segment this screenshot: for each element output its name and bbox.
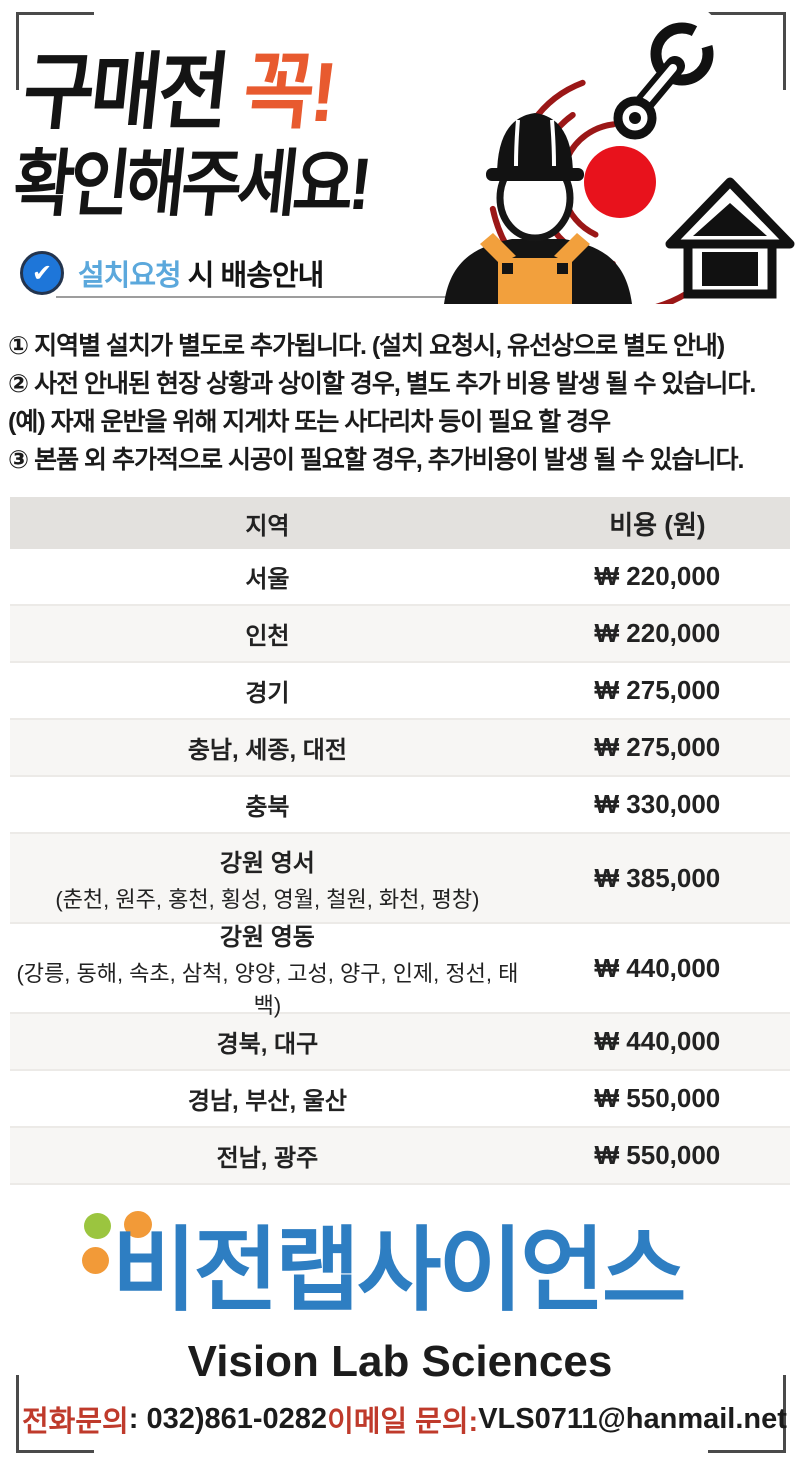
column-header-cost: 비용 (원) (609, 509, 706, 540)
note-2-example: (예) 자재 운반을 위해 지게차 또는 사다리차 등이 필요 할 경우 (8, 408, 611, 436)
region-cell: 강원 영동 (강릉, 동해, 속초, 삼척, 양양, 고성, 양구, 인제, 정… (10, 917, 525, 1020)
wrench-icon (613, 10, 736, 140)
table-row: 충북 ₩ 330,000 (10, 777, 790, 834)
title-line-1: 구매전 꼭! (19, 45, 389, 139)
cost-cell: ₩ 385,000 (594, 862, 721, 893)
worker-icon (444, 113, 632, 304)
title-line-2: 확인해주세요! (9, 144, 372, 225)
region-cell: 강원 영서 (춘천, 원주, 홍천, 횡성, 영월, 철원, 화천, 평창) (10, 843, 525, 914)
region-cell: 경기 (245, 680, 290, 707)
table-row: 충남, 세종, 대전 ₩ 275,000 (10, 720, 790, 777)
column-header-region: 지역 (245, 512, 290, 540)
region-cell: 전남, 광주 (216, 1145, 319, 1172)
email-address: VLS0711@hanmail.net (478, 1402, 787, 1435)
table-row: 경기 ₩ 275,000 (10, 663, 790, 720)
corner-bracket-top-left (16, 12, 94, 90)
region-sublist: (강릉, 동해, 속초, 삼척, 양양, 고성, 양구, 인제, 정선, 태백) (16, 960, 519, 1018)
cost-cell: ₩ 275,000 (594, 732, 721, 762)
cost-cell: ₩ 440,000 (594, 952, 721, 983)
region-main: 강원 영서 (219, 849, 315, 877)
logo-dot-green (84, 1213, 111, 1239)
region-cell: 충남, 세종, 대전 (187, 737, 347, 764)
table-row: 경북, 대구 ₩ 440,000 (10, 1014, 790, 1071)
badge-label: 설치요청 시 배송안내 (78, 252, 324, 294)
table-row: 전남, 광주 ₩ 550,000 (10, 1128, 790, 1185)
region-cell: 서울 (245, 566, 290, 593)
note-1: ① 지역별 설치가 별도로 추가됩니다. (설치 요청시, 유선상으로 별도 안… (8, 332, 725, 360)
note-3: ③ 본품 외 추가적으로 시공이 필요할 경우, 추가비용이 발생 될 수 있습… (8, 446, 744, 474)
table-row: 경남, 부산, 울산 ₩ 550,000 (10, 1071, 790, 1128)
region-cell: 경북, 대구 (216, 1031, 319, 1058)
table-row: 서울 ₩ 220,000 (10, 549, 790, 606)
table-row: 인천 ₩ 220,000 (10, 606, 790, 663)
phone-number: : 032)861-0282 (128, 1402, 328, 1435)
phone-label: 전화문의 (22, 1406, 129, 1438)
corner-bracket-top-right (708, 12, 786, 90)
cost-cell: ₩ 550,000 (594, 1083, 721, 1113)
region-cell: 충북 (245, 794, 290, 821)
region-cell: 인천 (245, 623, 290, 650)
logo-dot-orange-1 (124, 1211, 152, 1238)
hard-hat-icon (486, 113, 584, 181)
installation-notes: ① 지역별 설치가 별도로 추가됩니다. (설치 요청시, 유선상으로 별도 안… (8, 327, 796, 479)
cost-cell: ₩ 275,000 (594, 675, 721, 705)
logo-dot-orange-2 (82, 1247, 109, 1274)
region-cell: 경남, 부산, 울산 (187, 1088, 347, 1115)
company-logo-english: Vision Lab Sciences (187, 1337, 613, 1386)
company-logo-korean: 비전랩사이언스 (112, 1220, 686, 1322)
region-cost-table: 지역 비용 (원) 서울 ₩ 220,000 인천 ₩ 220,000 경기 ₩… (10, 497, 790, 1185)
note-2: ② 사전 안내된 현장 상황과 상이할 경우, 별도 추가 비용 발생 될 수 … (8, 370, 756, 398)
red-dot-icon (584, 146, 656, 218)
title-text-accent: 꼭! (238, 45, 339, 139)
check-badge-icon: ✔ (20, 251, 64, 295)
check-icon: ✔ (31, 259, 53, 287)
install-notice-badge: ✔ 설치요청 시 배송안내 (20, 251, 324, 295)
installation-illustration (444, 10, 795, 304)
house-icon (665, 177, 795, 299)
corner-bracket-bottom-right (708, 1375, 786, 1453)
badge-underline (56, 296, 464, 298)
badge-label-accent: 설치요청 (78, 260, 182, 292)
region-main: 강원 영동 (219, 923, 315, 951)
badge-label-rest: 시 배송안내 (180, 260, 324, 292)
cost-cell: ₩ 440,000 (594, 1026, 721, 1056)
cost-cell: ₩ 550,000 (594, 1140, 721, 1170)
title-text-black: 구매전 (18, 45, 249, 139)
cost-cell: ₩ 330,000 (594, 789, 721, 819)
table-header-row: 지역 비용 (원) (10, 497, 790, 549)
table-row: 강원 영서 (춘천, 원주, 홍천, 횡성, 영월, 철원, 화천, 평창) ₩… (10, 834, 790, 924)
corner-bracket-bottom-left (16, 1375, 94, 1453)
region-sublist: (춘천, 원주, 홍천, 횡성, 영월, 철원, 화천, 평창) (55, 886, 480, 912)
cost-cell: ₩ 220,000 (594, 561, 721, 591)
page-title: 구매전 꼭! 확인해주세요! (9, 45, 420, 225)
table-row: 강원 영동 (강릉, 동해, 속초, 삼척, 양양, 고성, 양구, 인제, 정… (10, 924, 790, 1018)
contact-line: 전화문의 : 032)861-0282 이메일 문의: VLS0711@hanm… (22, 1398, 787, 1440)
cost-cell: ₩ 220,000 (594, 618, 721, 648)
email-label: 이메일 문의: (327, 1406, 479, 1438)
